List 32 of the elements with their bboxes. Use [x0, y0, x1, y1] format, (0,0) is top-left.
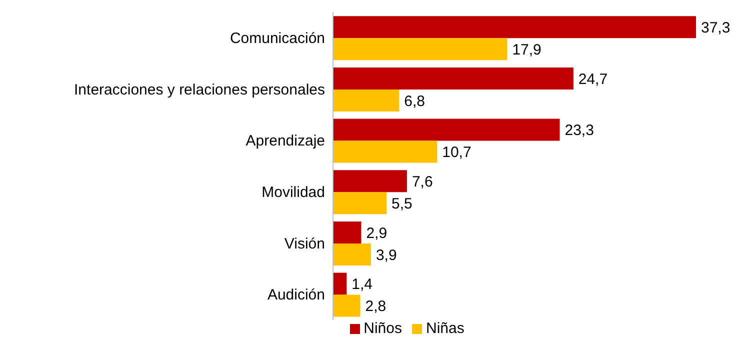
bar	[333, 16, 696, 38]
data-label: 7,6	[412, 173, 433, 190]
y-tick-label: Movilidad	[262, 184, 325, 201]
data-label: 5,5	[392, 195, 412, 212]
data-label: 24,7	[578, 70, 608, 88]
data-label: 1,4	[352, 276, 372, 294]
data-label: 37,3	[701, 19, 730, 36]
bar	[333, 294, 360, 317]
data-label: 2,9	[366, 224, 388, 242]
y-tick-label: Aprendizaje	[246, 132, 325, 150]
bar	[333, 221, 362, 244]
bar	[333, 243, 371, 266]
bar	[333, 38, 508, 60]
bar	[333, 170, 407, 192]
bar	[333, 192, 387, 214]
y-tick-label: Audición	[267, 286, 325, 304]
bar	[333, 118, 560, 141]
bar	[333, 67, 574, 90]
data-label: 2,8	[365, 298, 386, 316]
data-label: 23,3	[564, 122, 594, 140]
y-tick-label: Interacciones y relaciones personales	[74, 81, 325, 98]
legend-label: Niños	[364, 320, 402, 337]
y-tick-label: Comunicación	[230, 30, 325, 47]
data-label: 17,9	[512, 41, 542, 58]
y-tick-label: Visión	[284, 235, 325, 252]
bar	[333, 272, 347, 295]
bar	[333, 140, 438, 163]
bar	[333, 89, 400, 112]
data-label: 10,7	[442, 144, 472, 162]
legend-label: Niñas	[426, 320, 464, 337]
data-label: 3,9	[376, 246, 397, 264]
data-label: 6,8	[404, 92, 426, 110]
